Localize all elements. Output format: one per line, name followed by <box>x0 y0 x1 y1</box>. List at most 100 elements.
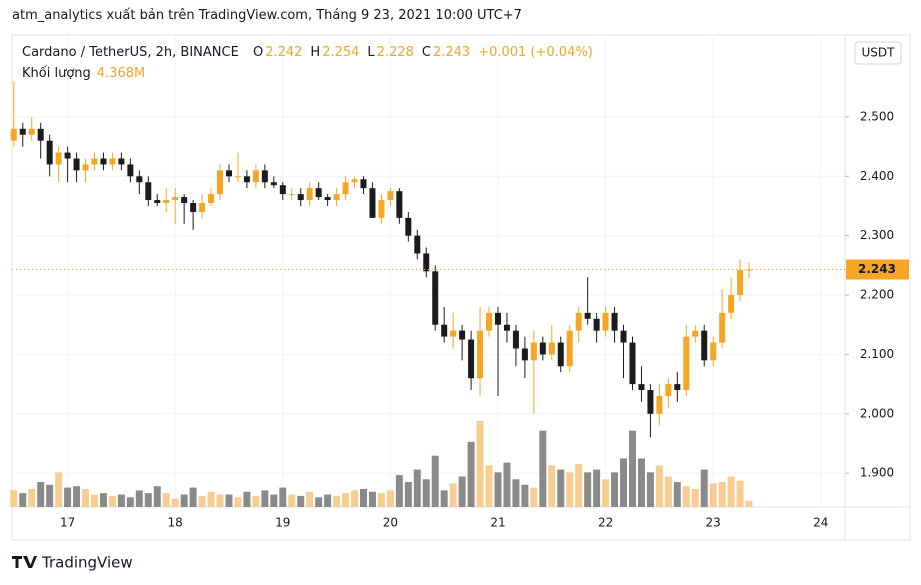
volume-bar <box>548 465 556 507</box>
volume-bar <box>575 464 583 507</box>
volume-bar <box>628 430 636 507</box>
candle-body <box>638 384 645 391</box>
volume-bar <box>557 469 565 507</box>
y-tick-label: 1.900 <box>860 466 894 480</box>
candle-body <box>315 188 322 198</box>
candle-body <box>243 176 250 183</box>
candle-body <box>611 312 618 331</box>
volume-bar <box>126 497 134 507</box>
volume-bar <box>593 469 601 507</box>
y-tick-label: 2.400 <box>860 169 894 183</box>
candle-body <box>692 330 699 337</box>
x-tick-label: 18 <box>168 516 183 530</box>
candle-body <box>602 312 609 331</box>
volume-bar <box>566 472 574 507</box>
candle-body <box>360 179 367 189</box>
candle-body <box>324 197 331 201</box>
currency-box[interactable] <box>854 41 902 65</box>
volume-bar <box>279 487 287 507</box>
volume-bar <box>28 488 36 507</box>
candle-body <box>468 339 475 379</box>
candle-body <box>118 158 125 165</box>
volume-bar <box>646 472 654 507</box>
candle-body <box>450 330 457 337</box>
candle-body <box>530 342 537 361</box>
volume-bar <box>189 487 197 507</box>
candle-body <box>728 295 735 313</box>
volume-bar <box>216 494 224 507</box>
candle-body <box>261 170 268 183</box>
volume-bar <box>108 495 116 507</box>
brand: TradingView <box>41 554 133 572</box>
candle-body <box>566 330 573 367</box>
candle-body <box>378 200 385 218</box>
ohlc-value: 2.243 <box>432 45 471 60</box>
candle-body <box>208 194 215 204</box>
volume-bar <box>727 476 735 507</box>
volume-bar <box>682 486 690 507</box>
candle-body <box>145 182 152 201</box>
volume-bar <box>431 455 439 507</box>
candle-body <box>593 318 600 331</box>
candle-body <box>297 194 304 201</box>
ohlc-name: L <box>367 45 375 60</box>
ohlc-value: 2.228 <box>376 45 414 60</box>
volume-bar <box>718 482 726 507</box>
volume-bar <box>64 487 72 507</box>
volume-bar <box>315 497 323 507</box>
volume-bar <box>539 430 547 507</box>
candle-body <box>701 330 708 361</box>
volume-bar <box>252 495 260 507</box>
candle-body <box>557 342 564 367</box>
candle-body <box>369 188 376 218</box>
volume-bar <box>602 479 610 507</box>
y-tick-label: 2.200 <box>860 288 894 302</box>
candle-body <box>19 128 26 135</box>
candle-body <box>477 330 484 379</box>
candle-body <box>575 312 582 331</box>
volume-bar <box>306 491 314 507</box>
volume-bar <box>440 490 448 507</box>
volume-bar <box>637 458 645 507</box>
candle-body <box>28 128 35 135</box>
y-tick-label: 2.100 <box>860 347 894 361</box>
volume-bar <box>359 488 367 507</box>
volume-bar <box>117 494 125 507</box>
candle-body <box>494 312 501 325</box>
candle-body <box>82 164 89 171</box>
volume-bar <box>73 486 81 507</box>
volume-bar <box>55 472 63 507</box>
volume-value: 4.368M <box>96 66 146 81</box>
volume-bar <box>10 490 18 507</box>
y-tick-label: 2.500 <box>860 109 894 123</box>
plot: 1.900 2.000 2.100 2.200 2.300 2.400 2.500 17 18 1… <box>10 35 909 530</box>
volume-bar <box>485 465 493 507</box>
x-tick-label: 17 <box>60 516 75 530</box>
candle-body <box>539 342 546 355</box>
candle-body <box>746 269 753 271</box>
volume-bar <box>530 487 538 507</box>
volume-bar <box>422 479 430 507</box>
symbol: Cardano / TetherUS, 2h, BINANCE <box>22 45 239 60</box>
price-label: 2.243 <box>858 262 896 276</box>
candle-body <box>136 176 143 183</box>
volume-bar <box>664 476 672 507</box>
candle-body <box>674 384 681 391</box>
x-tick-label: 22 <box>598 516 613 530</box>
candle-body <box>405 217 412 236</box>
candle-body <box>270 182 277 186</box>
candle-body <box>441 324 448 337</box>
volume-bar <box>673 482 681 507</box>
volume-bar <box>620 458 628 507</box>
logo <box>12 556 37 568</box>
volume-bar <box>700 469 708 507</box>
candle-body <box>91 158 98 165</box>
candle-body <box>199 203 206 212</box>
candle-body <box>154 200 161 204</box>
candle-body <box>64 152 71 159</box>
candle-body <box>414 235 421 254</box>
x-tick-label: 23 <box>706 516 721 530</box>
volume-bar <box>709 483 717 507</box>
y-tick-label: 2.000 <box>860 406 894 420</box>
volume-bar <box>171 498 179 507</box>
